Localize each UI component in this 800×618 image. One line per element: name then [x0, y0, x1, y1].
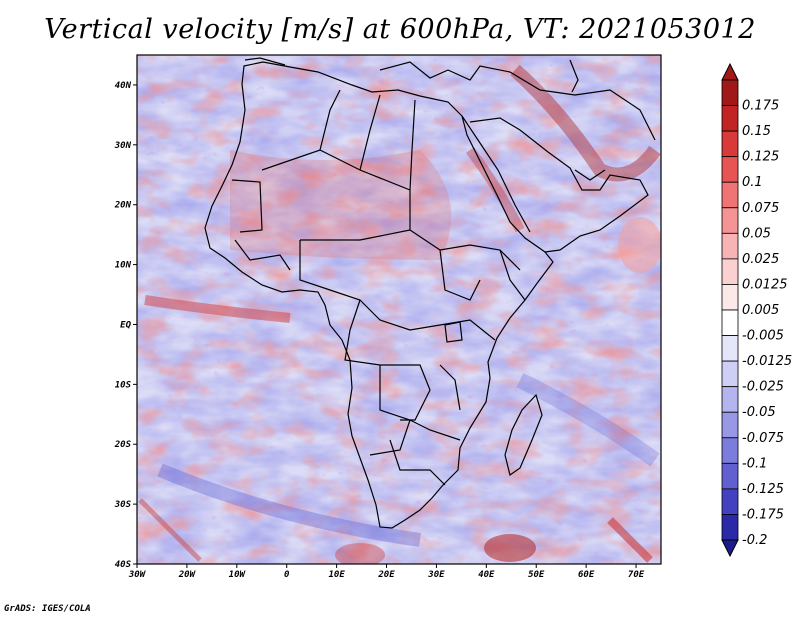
- lat-tick-label: 20S: [114, 440, 132, 450]
- colorbar-label: 0.075: [742, 201, 779, 216]
- colorbar-swatch: [721, 411, 739, 439]
- colorbar-swatch: [721, 309, 739, 336]
- lon-tick-label: 10W: [229, 570, 247, 580]
- colorbar-swatch: [721, 156, 739, 183]
- colorbar-swatch: [721, 514, 739, 541]
- colorbar-label: -0.005: [742, 329, 784, 344]
- colorbar-top-arrow: [721, 62, 739, 81]
- colorbar-label: 0.1: [742, 175, 763, 190]
- colorbar-label: 0.15: [742, 124, 771, 139]
- colorbar-swatch: [721, 386, 739, 413]
- colorbar-swatch: [721, 360, 739, 388]
- colorbar-label: -0.2: [742, 533, 767, 548]
- colorbar-swatch: [721, 284, 739, 311]
- colorbar-bottom-arrow: [721, 539, 739, 558]
- colorbar-label: 0.05: [742, 226, 771, 241]
- latitude-axis: 40N 30N 20N 10N EQ 10S 20S 30S 40S: [114, 81, 137, 570]
- colorbar-label: -0.075: [742, 431, 784, 446]
- colorbar-swatch: [721, 232, 739, 260]
- coastlines: [204, 57, 656, 529]
- colorbar-swatch: [721, 488, 739, 515]
- longitude-axis: 30W 20W 10W 0 10E 20E 30E 40E 50E 60E 70E: [128, 564, 645, 580]
- colorbar-swatch: [721, 181, 739, 209]
- lon-tick-label: 30W: [128, 570, 147, 580]
- lon-tick-label: 10E: [328, 570, 345, 580]
- colorbar-swatch: [721, 207, 739, 234]
- colorbar-label: -0.025: [742, 380, 784, 395]
- map-frame: [136, 54, 662, 565]
- colorbar-label: -0.1: [742, 456, 767, 471]
- lat-tick-label: EQ: [120, 320, 131, 330]
- lat-tick-label: 40N: [115, 81, 132, 91]
- lat-tick-label: 10S: [115, 380, 132, 390]
- colorbar-label: 0.0125: [742, 277, 788, 292]
- chart-title: Vertical velocity [m/s] at 600hPa, VT: 2…: [44, 14, 756, 45]
- colorbar-label: -0.0125: [742, 354, 792, 369]
- colorbar-swatch: [721, 335, 739, 362]
- colorbar-swatch: [721, 105, 739, 132]
- lat-tick-label: 40S: [115, 560, 132, 570]
- colorbar-label: 0.125: [742, 150, 779, 165]
- colorbar-swatch: [721, 437, 739, 464]
- colorbar-label: -0.125: [742, 482, 784, 497]
- lon-tick-label: 70E: [628, 570, 645, 580]
- lat-tick-label: 30S: [114, 500, 132, 510]
- lat-tick-label: 10N: [115, 261, 132, 271]
- vertical-velocity-field: [137, 55, 661, 564]
- lon-tick-label: 60E: [578, 570, 595, 580]
- lat-tick-label: 20N: [114, 201, 132, 211]
- colorbar-swatch: [721, 258, 739, 285]
- colorbar-label: -0.05: [742, 405, 776, 420]
- lon-tick-label: 0: [284, 570, 290, 580]
- lon-tick-label: 40E: [478, 570, 495, 580]
- colorbar-label: 0.005: [742, 303, 779, 318]
- colorbar-label: -0.175: [742, 507, 784, 522]
- colorbar-swatch: [721, 79, 739, 106]
- colorbar-swatch: [721, 130, 739, 158]
- colorbar-label: 0.175: [742, 99, 779, 114]
- lon-tick-label: 30E: [427, 570, 445, 580]
- grads-credit: GrADS: IGES/COLA: [4, 604, 91, 614]
- colorbar-swatch: [721, 462, 739, 490]
- colorbar-label: 0.025: [742, 252, 779, 267]
- lon-tick-label: 20W: [178, 570, 197, 580]
- colorbar: 0.175 0.15 0.125 0.1 0.075 0.05 0.025 0.0125 0.0…: [721, 62, 792, 558]
- lat-tick-label: 30N: [114, 141, 132, 151]
- lon-tick-label: 20E: [377, 570, 395, 580]
- lon-tick-label: 50E: [528, 570, 545, 580]
